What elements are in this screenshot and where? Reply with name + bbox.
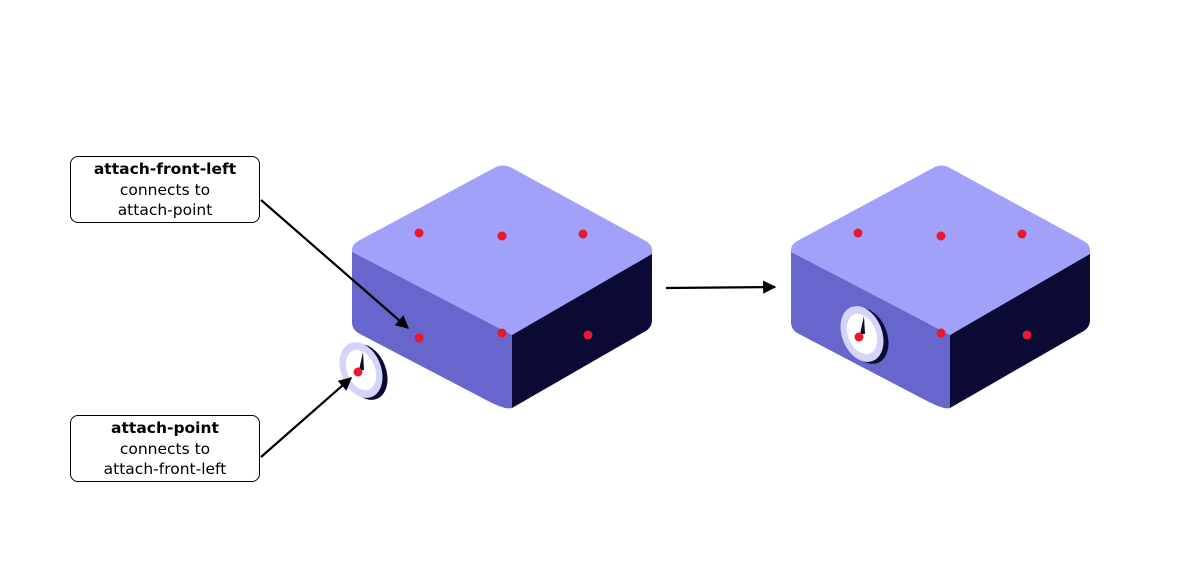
gauge-needle <box>860 316 865 334</box>
block-before-front-face <box>352 250 512 409</box>
attach-dot <box>583 330 593 340</box>
attach-point-dot <box>854 332 864 342</box>
block-after <box>791 165 1090 409</box>
attach-dot <box>936 231 946 241</box>
gauge-attached <box>840 306 889 364</box>
attach-dot <box>1017 229 1027 239</box>
callout-text: connects to <box>119 439 211 458</box>
callout-text: attach-point <box>117 201 213 219</box>
callout-text: connects to <box>119 180 211 199</box>
attach-dot <box>497 328 507 338</box>
attach-front-left-dot <box>414 333 424 343</box>
block-after-side-face <box>950 252 1090 408</box>
block-after-top-face <box>791 165 1090 335</box>
attach-dot <box>1022 330 1032 340</box>
callout-title: attach-front-left <box>93 160 237 178</box>
callout-attach-front-left: attach-front-left connects to attach-poi… <box>70 156 260 223</box>
leader-arrow-front-left <box>260 199 409 329</box>
attach-dot <box>414 228 424 238</box>
attach-dot <box>853 228 863 238</box>
attach-dot <box>497 231 507 241</box>
block-before <box>352 165 652 409</box>
gauge-needle <box>359 352 364 370</box>
attach-point-dot <box>353 367 363 377</box>
callout-text: attach-front-left <box>103 460 227 478</box>
callout-attach-point: attach-point connects to attach-front-le… <box>70 415 260 482</box>
block-before-side-face <box>512 252 652 408</box>
callout-title: attach-point <box>111 419 219 437</box>
transition-arrow <box>665 280 777 294</box>
attach-dot <box>936 328 946 338</box>
block-before-top-face <box>352 165 652 335</box>
attach-dot <box>578 229 588 239</box>
leader-arrow-attach-point <box>260 377 352 458</box>
